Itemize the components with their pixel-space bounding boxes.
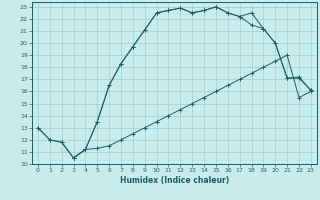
X-axis label: Humidex (Indice chaleur): Humidex (Indice chaleur) bbox=[120, 176, 229, 185]
